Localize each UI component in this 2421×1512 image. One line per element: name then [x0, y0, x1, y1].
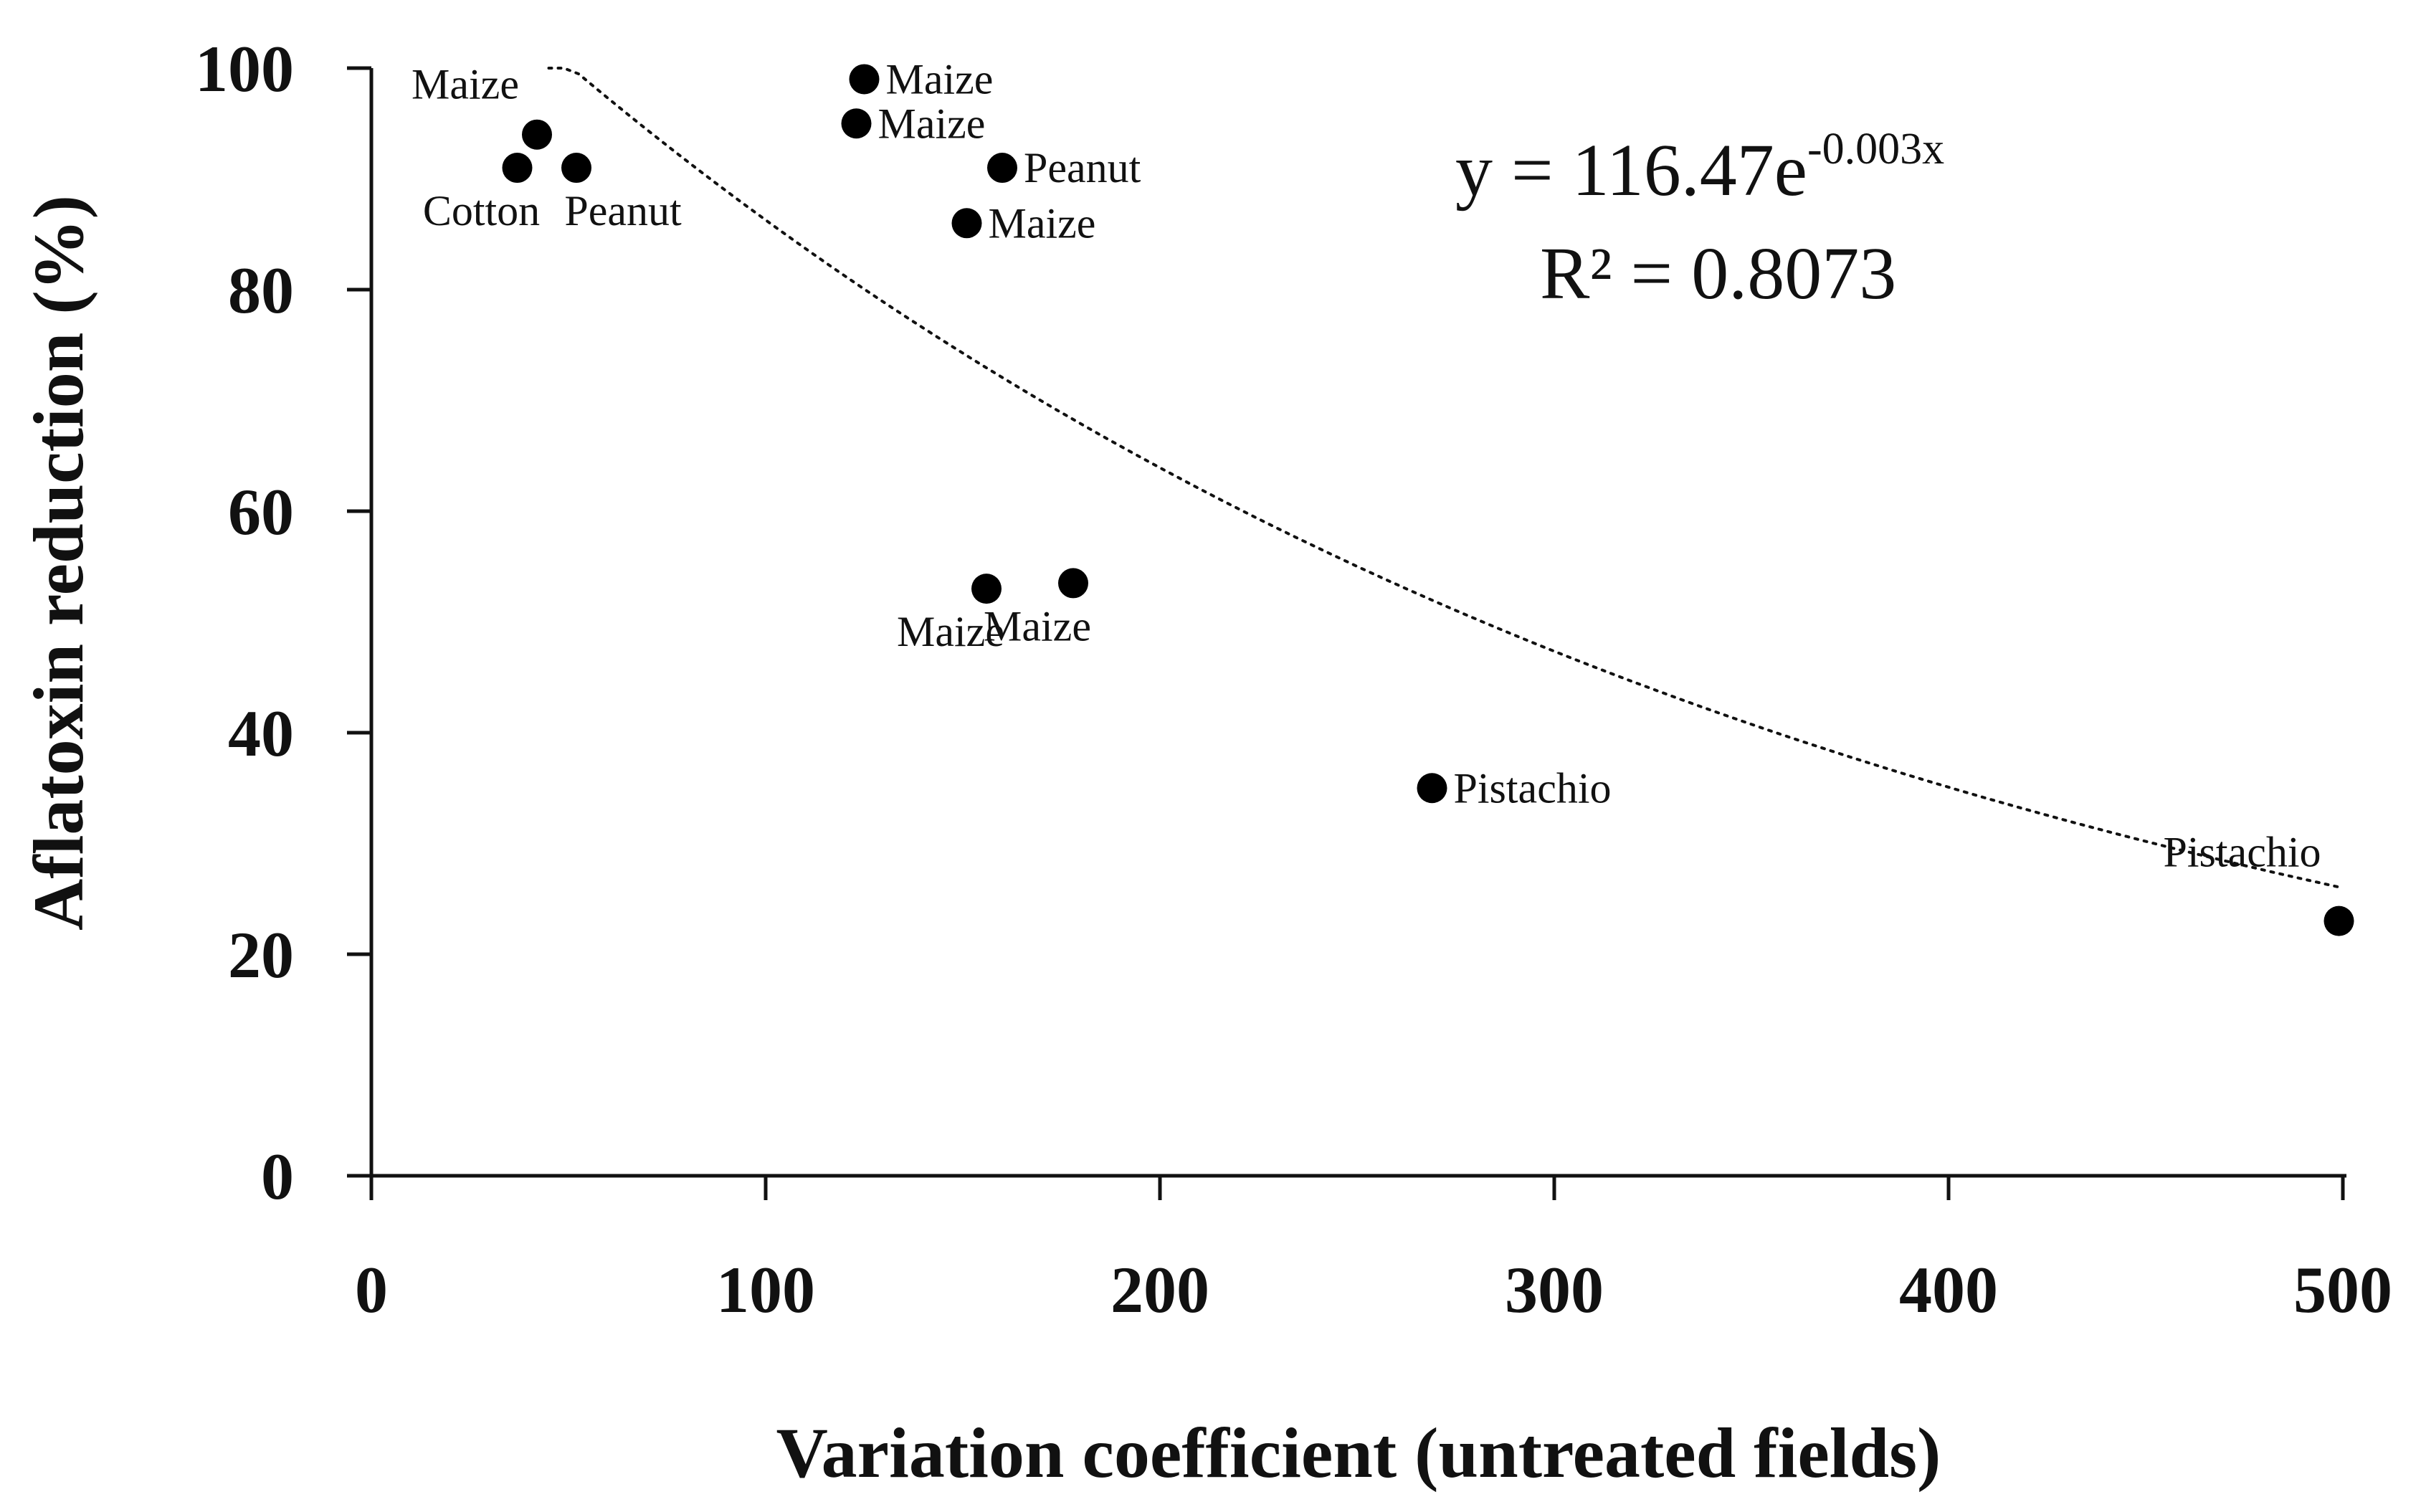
x-tick-label: 0: [355, 1253, 388, 1326]
axes: [369, 68, 2346, 1178]
data-point: [522, 119, 552, 150]
data-point-label: Maize: [886, 55, 994, 103]
data-point-label: Cotton: [423, 187, 540, 234]
y-tick-label: 20: [228, 918, 294, 992]
x-tick-label: 100: [716, 1253, 815, 1326]
data-point: [951, 208, 982, 239]
data-point: [561, 153, 591, 184]
trendline: [547, 67, 2344, 890]
x-tick-label: 300: [1505, 1253, 1604, 1326]
data-point: [841, 108, 872, 139]
data-point: [502, 153, 533, 184]
x-tick-label: 500: [2293, 1253, 2392, 1326]
data-point-label: Peanut: [564, 187, 682, 234]
x-axis-title: Variation coefficient (untreated fields): [776, 1413, 1941, 1493]
equation-exponent: -0.003x: [1807, 125, 1944, 173]
data-point: [2324, 905, 2354, 936]
data-point: [987, 153, 1017, 184]
data-point-label: Maize: [984, 602, 1091, 650]
x-ticks: 0 100 200 300 400 500: [355, 1176, 2392, 1326]
data-point-label: Maize: [989, 199, 1096, 247]
data-point-label: Pistachio: [1454, 764, 1612, 812]
data-point: [1417, 773, 1447, 804]
y-tick-label: 100: [195, 32, 294, 105]
y-tick-label: 40: [228, 697, 294, 770]
y-axis-title: Aflatoxin reduction (%): [19, 195, 98, 931]
y-tick-label: 80: [228, 254, 294, 327]
data-point-label: Maize: [878, 100, 986, 147]
trendline-equation: y = 116.47e-0.003x: [1455, 125, 1944, 211]
data-point-label: Peanut: [1024, 144, 1141, 191]
data-point-label: Pistachio: [2164, 829, 2321, 876]
data-point: [1058, 568, 1088, 599]
data-points: [502, 64, 2354, 936]
data-point: [971, 574, 1002, 604]
x-tick-label: 200: [1110, 1253, 1209, 1326]
y-ticks: 0 20 40 60 80 100: [195, 32, 371, 1213]
data-point-label: Maize: [897, 608, 1004, 655]
trendline-r-squared: R² = 0.8073: [1540, 232, 1896, 315]
x-tick-label: 400: [1899, 1253, 1998, 1326]
y-tick-label: 60: [228, 475, 294, 548]
equation-main: y = 116.47e: [1455, 129, 1807, 211]
y-tick-label: 0: [261, 1140, 294, 1213]
data-point: [849, 64, 880, 95]
data-point-label: Maize: [412, 61, 519, 108]
